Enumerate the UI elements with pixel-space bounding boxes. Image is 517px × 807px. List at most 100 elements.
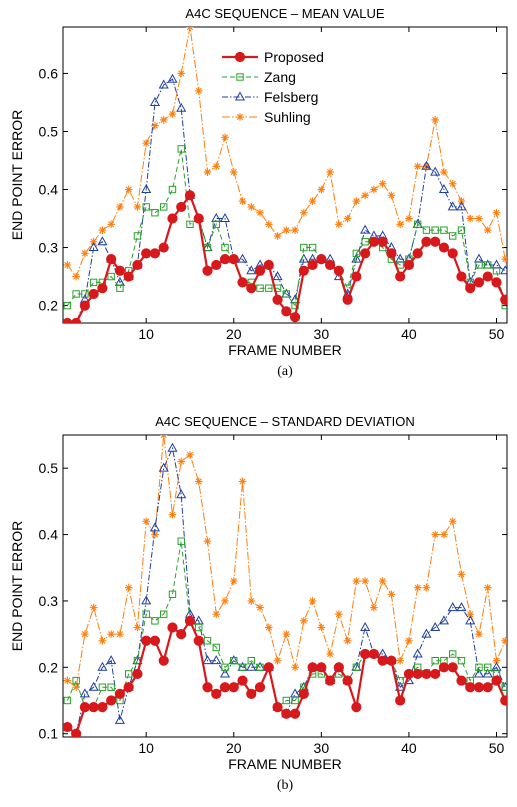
data-point (263, 662, 274, 673)
data-point (289, 708, 301, 719)
data-point (114, 714, 125, 724)
data-point (300, 617, 308, 625)
data-point (360, 224, 371, 234)
series-suhling (63, 435, 507, 692)
data-point (482, 271, 493, 282)
data-point (361, 577, 369, 585)
data-point (500, 695, 507, 706)
plot-area (62, 26, 508, 324)
data-point (457, 570, 466, 579)
data-point (335, 220, 343, 229)
data-point (377, 236, 388, 247)
data-point (264, 623, 273, 632)
data-point (308, 197, 317, 205)
data-point (132, 668, 143, 680)
data-point (211, 259, 222, 271)
figure-caption: (b) (277, 778, 294, 793)
data-point (212, 610, 221, 619)
data-point (167, 442, 178, 452)
data-point (246, 283, 257, 294)
data-point (466, 214, 475, 223)
data-point (184, 190, 196, 201)
data-point (176, 201, 187, 213)
data-point (158, 79, 169, 89)
data-point (326, 650, 334, 658)
x-tick-label: 40 (401, 740, 417, 756)
data-point (106, 695, 117, 706)
data-point (238, 477, 247, 486)
data-point (247, 203, 256, 211)
data-point (141, 248, 152, 259)
series-line (67, 446, 506, 735)
data-point (133, 203, 142, 211)
data-point (265, 284, 273, 292)
data-point (291, 696, 299, 705)
data-point (194, 87, 203, 95)
chart-panel-b: A4C SEQUENCE – STANDARD DEVIATION END PO… (9, 414, 508, 793)
data-point (168, 185, 177, 194)
data-point (491, 277, 502, 288)
y-axis-label: END POINT ERROR (9, 110, 25, 240)
data-point (228, 682, 239, 693)
data-point (158, 242, 169, 253)
data-point (421, 160, 432, 170)
data-point (71, 728, 82, 737)
data-point (263, 259, 274, 271)
data-point (97, 702, 108, 713)
legend: Proposed Zang Felsberg Suhling (222, 49, 324, 125)
data-point (116, 203, 124, 211)
data-point (483, 583, 492, 592)
data-point (63, 721, 73, 733)
data-point (202, 682, 213, 693)
data-point (176, 629, 187, 640)
data-point (211, 655, 222, 665)
data-point (219, 213, 231, 223)
legend-marker (234, 91, 246, 101)
legend-label: Felsberg (264, 89, 318, 105)
data-point (79, 300, 90, 311)
data-point (186, 451, 194, 459)
data-point (219, 668, 231, 678)
data-point (501, 683, 507, 691)
y-tick-label: 0.2 (39, 298, 59, 314)
data-point (203, 168, 212, 176)
data-point (158, 655, 169, 666)
data-point (81, 290, 89, 298)
data-point (325, 259, 336, 271)
data-point (88, 242, 99, 252)
data-point (167, 622, 178, 633)
data-point (412, 648, 423, 658)
data-point (351, 702, 362, 713)
data-point (97, 661, 108, 671)
data-point (438, 242, 450, 253)
data-point (422, 583, 431, 592)
data-point (413, 220, 422, 229)
data-point (141, 635, 152, 646)
data-point (211, 213, 222, 223)
data-point (221, 597, 229, 605)
data-point (500, 265, 507, 275)
data-point (317, 185, 326, 194)
data-point (484, 261, 492, 269)
data-point (142, 610, 150, 618)
data-point (378, 577, 387, 585)
data-point (290, 688, 301, 698)
data-point (142, 139, 150, 147)
data-point (116, 284, 124, 292)
data-point (63, 317, 73, 323)
y-axis-label: END POINT ERROR (9, 521, 25, 651)
data-point (177, 69, 186, 78)
data-point (377, 655, 388, 666)
series-felsberg (63, 442, 507, 737)
data-point (254, 265, 266, 276)
data-point (88, 681, 99, 691)
data-point (107, 272, 115, 281)
data-point (456, 675, 467, 686)
data-point (412, 248, 423, 259)
data-point (484, 663, 492, 672)
data-point (405, 636, 413, 645)
data-point (491, 675, 502, 686)
data-point (193, 635, 204, 646)
data-point (473, 682, 485, 693)
data-point (149, 635, 161, 646)
